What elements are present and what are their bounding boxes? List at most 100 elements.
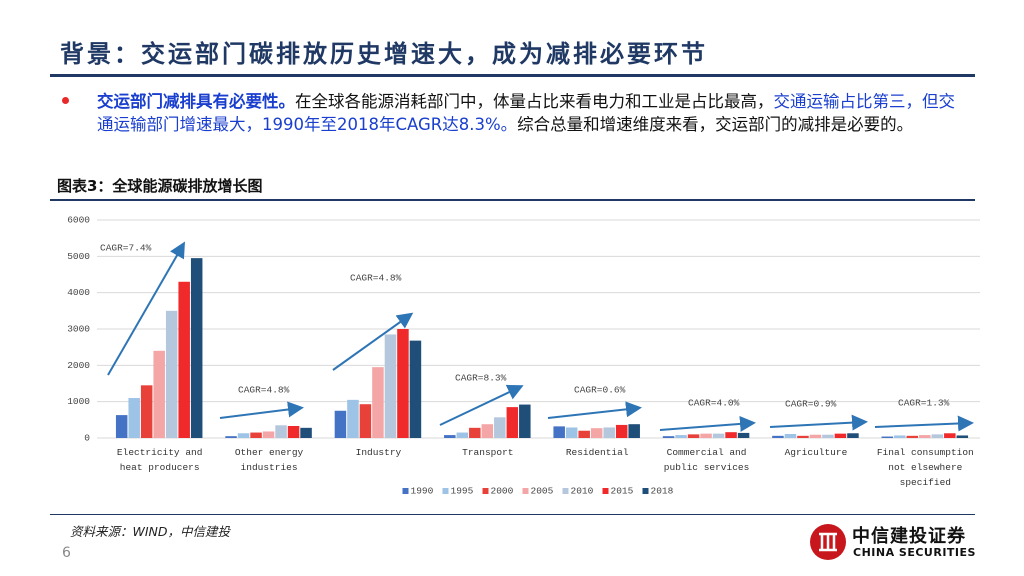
logo-icon <box>810 524 846 560</box>
slide-title: 背景：交运部门碳排放历史增速大，成为减排必要环节 <box>60 40 708 68</box>
bar <box>822 434 834 438</box>
bullet-dot <box>62 97 69 104</box>
bullet-segment: 综合总量和增速维度来看，交运部门的减排是必要的。 <box>517 115 914 134</box>
legend-swatch <box>602 488 609 494</box>
bar <box>687 434 700 438</box>
x-tick-label: Transport <box>462 447 514 458</box>
x-tick-label: Electricity and heat producers <box>116 447 203 473</box>
bar <box>615 424 628 438</box>
legend-swatch <box>642 488 649 494</box>
figure-caption: 图表3：全球能源碳排放增长图 <box>57 177 263 195</box>
cagr-label: CAGR=0.6% <box>574 385 626 396</box>
bar <box>397 329 409 438</box>
bar <box>881 436 894 438</box>
x-tick-label: Final consumption not elsewhere specifie… <box>876 447 974 488</box>
bar <box>334 410 347 438</box>
bar <box>919 435 931 438</box>
legend-swatch <box>522 488 529 494</box>
bullet-segment: 在全球各能源消耗部门中，体量占比来看电力和工业是占比最高， <box>295 92 774 111</box>
legend-label: 2005 <box>531 486 554 497</box>
x-tick-label: Commercial and public services <box>663 447 750 473</box>
legend-swatch <box>402 488 409 494</box>
legend-swatch <box>562 488 569 494</box>
legend-label: 1990 <box>411 486 434 497</box>
cagr-arrow <box>659 415 756 432</box>
bar <box>128 398 140 438</box>
y-tick-label: 5000 <box>67 251 90 262</box>
cagr-label: CAGR=8.3% <box>455 373 507 384</box>
bullet-emphasis: 交运部门减排具有必要性。 <box>97 92 295 111</box>
bar <box>944 433 956 438</box>
bar <box>712 433 725 438</box>
legend-label: 2018 <box>651 486 674 497</box>
cagr-arrow <box>547 401 642 419</box>
bar <box>797 435 809 438</box>
cagr-label: CAGR=1.3% <box>898 398 950 409</box>
bar <box>359 404 372 438</box>
bar <box>603 427 615 438</box>
bar <box>590 428 603 438</box>
bar <box>481 424 494 438</box>
x-tick-label: Industry <box>355 447 402 458</box>
cagr-label: CAGR=7.4% <box>100 243 152 254</box>
bar <box>931 434 944 438</box>
bar <box>784 434 797 438</box>
bar <box>565 427 578 438</box>
bullet-highlight: 交通运输占比第三，但交通运输部门增速最大，1990年至2018年CAGR达8.3… <box>97 92 955 134</box>
bar <box>494 417 506 438</box>
bar <box>178 281 190 438</box>
legend-label: 2000 <box>491 486 514 497</box>
title-rule <box>50 74 975 77</box>
x-tick-label: Residential <box>565 447 629 458</box>
cagr-label: CAGR=4.8% <box>350 273 402 284</box>
bar <box>700 433 712 438</box>
bar <box>628 424 640 438</box>
x-tick-label: Other energy industries <box>234 447 304 473</box>
cagr-arrow <box>874 415 974 432</box>
bar <box>506 407 519 438</box>
bar <box>153 350 165 438</box>
bar <box>409 340 422 438</box>
y-tick-label: 3000 <box>67 324 90 335</box>
source-note: 资料来源：WIND，中信建投 <box>70 524 231 539</box>
cagr-label: CAGR=4.0% <box>688 398 740 409</box>
bar <box>115 415 128 438</box>
bar <box>737 432 750 438</box>
bar <box>250 432 262 438</box>
bar <box>894 435 906 438</box>
bar <box>578 430 590 438</box>
cagr-arrow <box>107 241 185 376</box>
y-tick-label: 6000 <box>67 215 90 226</box>
bar <box>347 399 359 438</box>
y-tick-label: 4000 <box>67 287 90 298</box>
source-rule <box>50 514 975 515</box>
bar <box>225 436 237 438</box>
cagr-arrow <box>332 312 414 371</box>
bar <box>956 435 969 438</box>
bar <box>456 432 469 438</box>
bar <box>519 404 531 438</box>
y-tick-label: 0 <box>84 433 90 444</box>
bar <box>384 334 397 438</box>
bar <box>809 434 822 438</box>
legend-swatch <box>442 488 449 494</box>
bar <box>165 310 178 438</box>
bar <box>553 426 565 438</box>
legend-label: 1995 <box>451 486 474 497</box>
bar <box>772 435 784 438</box>
bullet-text: 交运部门减排具有必要性。在全球各能源消耗部门中，体量占比来看电力和工业是占比最高… <box>97 90 967 136</box>
cagr-label: CAGR=4.8% <box>238 385 290 396</box>
bar <box>444 435 456 438</box>
legend-label: 2010 <box>571 486 594 497</box>
legend-label: 2015 <box>611 486 634 497</box>
bar <box>906 435 919 438</box>
bar <box>469 427 481 438</box>
bar <box>372 367 384 438</box>
cagr-arrow <box>219 401 304 419</box>
cagr-label: CAGR=0.9% <box>785 399 837 410</box>
bar <box>275 425 287 438</box>
caption-rule <box>50 199 975 201</box>
logo-name: 中信建投证券 <box>852 526 966 547</box>
y-tick-label: 2000 <box>67 360 90 371</box>
